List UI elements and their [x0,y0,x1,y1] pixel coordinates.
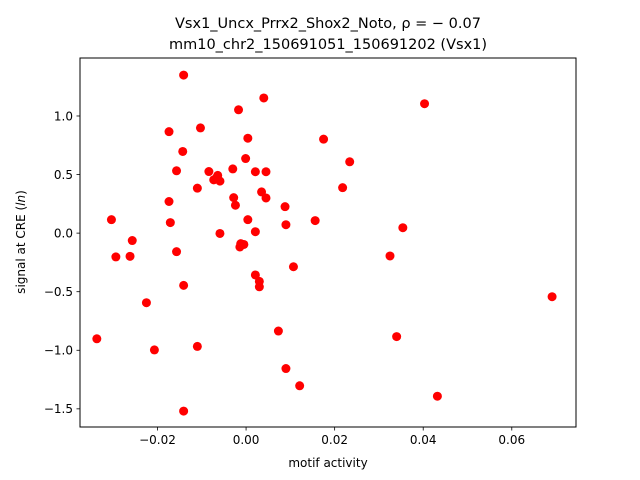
data-point [127,236,137,246]
data-point [288,262,298,272]
x-axis-label: motif activity [288,456,367,470]
data-point [385,251,395,261]
data-point [192,183,202,193]
data-point [261,167,271,177]
data-point [204,167,214,177]
data-point [261,193,271,203]
chart-title-line2: mm10_chr2_150691051_150691202 (Vsx1) [169,37,487,53]
data-point [164,127,174,137]
y-tick-label: −1.0 [44,344,73,358]
x-tick-label: 0.02 [321,433,348,447]
data-point [547,292,557,302]
data-point [295,381,305,391]
y-axis-label: signal at CRE (ln) [14,190,28,294]
data-point [192,341,202,351]
y-axis-label-unit: ln [14,195,28,206]
points-layer [92,70,557,416]
data-point [228,164,238,174]
data-point [239,239,249,249]
data-point [392,332,402,342]
y-tick-label: 1.0 [54,109,73,123]
data-point [179,280,189,290]
data-point [125,251,135,261]
data-point [195,123,205,133]
data-point [250,167,260,177]
y-tick-label: 0.5 [54,168,73,182]
data-point [310,216,320,226]
data-point [179,406,189,416]
data-point [165,218,175,228]
data-point [432,391,442,401]
data-point [319,134,329,144]
data-point [215,176,225,186]
x-tick-label: −0.02 [139,433,176,447]
y-axis-label-close: ) [14,190,28,195]
data-point [243,133,253,143]
data-point [281,220,291,230]
data-point [230,200,240,210]
y-tick-label: −1.5 [44,402,73,416]
x-tick-label: 0.00 [233,433,260,447]
x-tick-label: 0.06 [498,433,525,447]
plot-frame [79,57,577,428]
data-point [229,193,239,203]
data-point [254,282,264,292]
data-point [172,166,182,176]
data-point [345,157,355,167]
x-ticks: −0.02 0.00 0.02 0.04 0.06 [139,427,525,447]
x-tick-label: 0.04 [410,433,437,447]
chart-title-line1: Vsx1_Uncx_Prrx2_Shox2_Noto, ρ = − 0.07 [175,16,481,32]
data-point [141,298,151,308]
data-point [338,183,348,193]
data-point [92,334,102,344]
data-point [280,202,290,212]
data-point [243,215,253,225]
data-point [179,70,189,80]
data-point [398,223,408,233]
y-tick-label: 0.0 [54,226,73,240]
data-point [281,364,291,374]
data-point [241,154,251,164]
data-point [106,215,116,225]
data-point [172,247,182,257]
data-point [273,326,283,336]
data-point [111,252,121,262]
data-point [149,345,159,355]
data-point [215,228,225,238]
y-ticks: −1.5 −1.0 −0.5 0.0 0.5 1.0 [44,109,80,416]
data-point [250,227,260,237]
data-point [420,99,430,109]
data-point [259,93,269,103]
y-axis-label-text: signal at CRE ( [14,206,28,294]
data-point [178,146,188,156]
data-point [164,197,174,206]
data-point [250,270,260,280]
data-point [234,105,244,115]
y-tick-label: −0.5 [44,285,73,299]
